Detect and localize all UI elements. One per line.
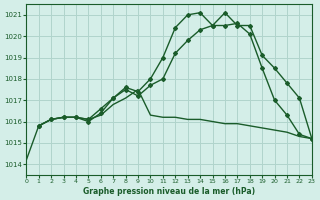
X-axis label: Graphe pression niveau de la mer (hPa): Graphe pression niveau de la mer (hPa) xyxy=(83,187,255,196)
